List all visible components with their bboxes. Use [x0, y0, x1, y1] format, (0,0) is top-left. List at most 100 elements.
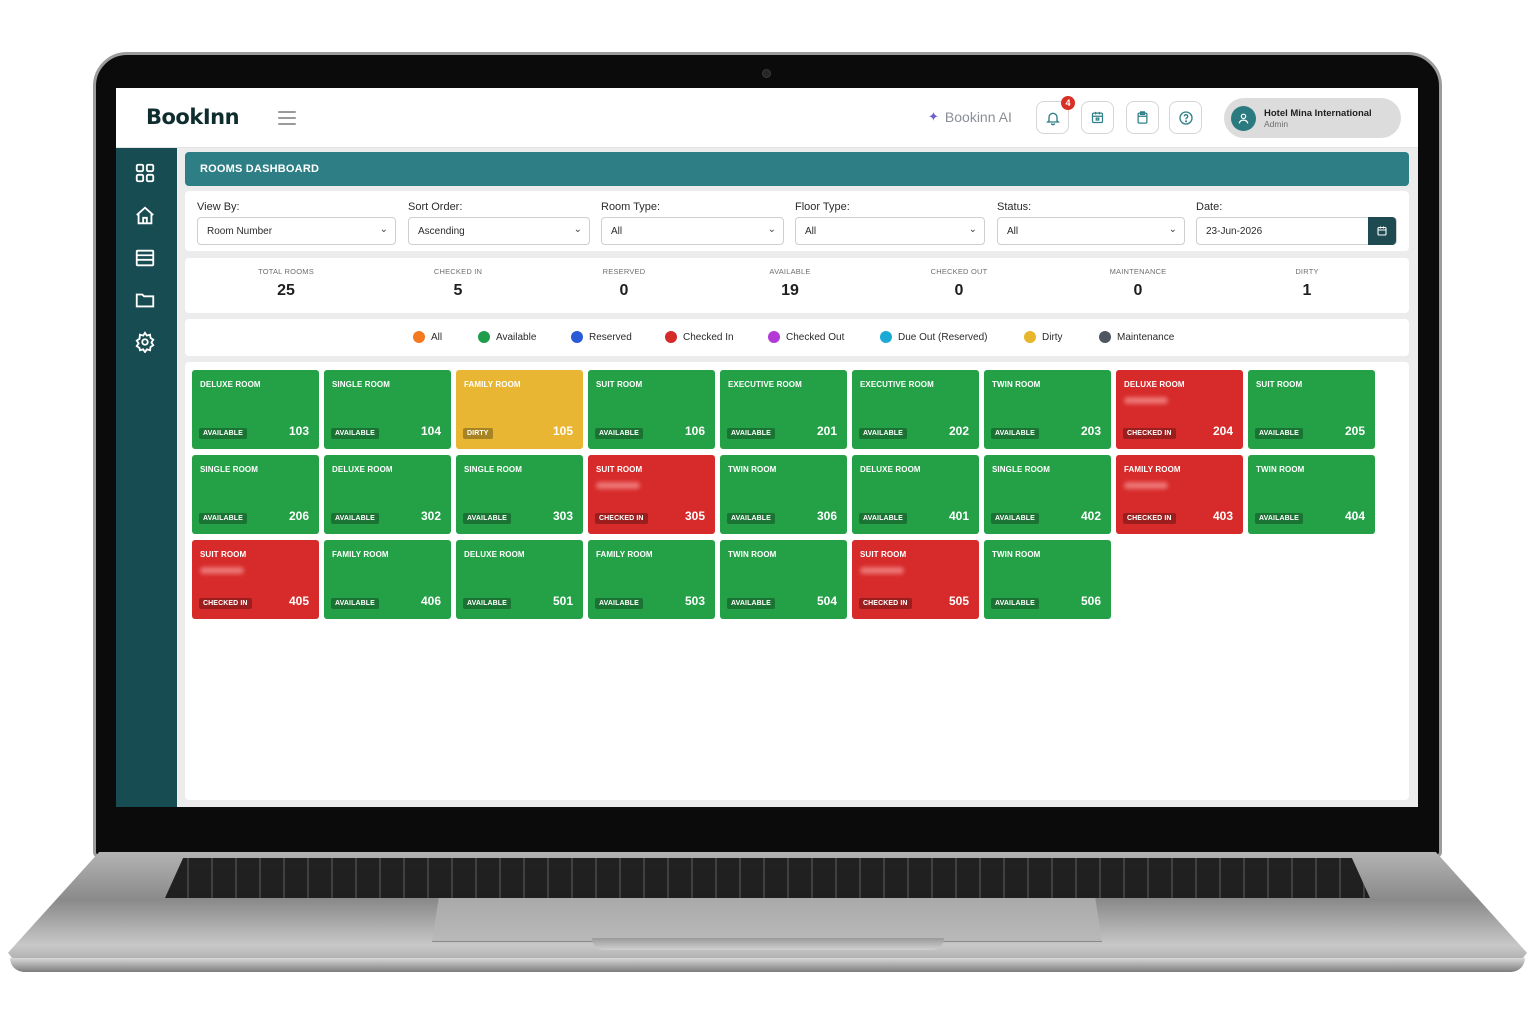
calendar-button[interactable]: [1081, 101, 1114, 134]
room-number: 501: [552, 594, 573, 608]
room-type: SUIT ROOM: [200, 550, 247, 559]
room-type: TWIN ROOM: [728, 550, 777, 559]
sort-order-value: Ascending: [418, 226, 465, 237]
room-tile[interactable]: SUIT ROOM CHECKED IN 505: [852, 540, 979, 619]
stat-reserved: RESERVED 0: [564, 267, 684, 300]
room-status-badge: AVAILABLE: [727, 428, 775, 439]
stat-checked-in: CHECKED IN 5: [398, 267, 518, 300]
bed-list-icon[interactable]: [134, 247, 156, 269]
room-tile[interactable]: TWIN ROOM AVAILABLE 203: [984, 370, 1111, 449]
room-type: SUIT ROOM: [1256, 380, 1303, 389]
legend-all[interactable]: All: [413, 331, 442, 343]
stat-available: AVAILABLE 19: [730, 267, 850, 300]
stat-maintenance: MAINTENANCE 0: [1078, 267, 1198, 300]
room-status-badge: AVAILABLE: [595, 428, 643, 439]
room-tile[interactable]: SINGLE ROOM AVAILABLE 206: [192, 455, 319, 534]
room-tile[interactable]: SUIT ROOM CHECKED IN 405: [192, 540, 319, 619]
date-input[interactable]: 23-Jun-2026: [1196, 217, 1397, 245]
legend-maintenance[interactable]: Maintenance: [1099, 331, 1174, 343]
room-status-badge: DIRTY: [463, 428, 493, 439]
room-status-badge: AVAILABLE: [199, 428, 247, 439]
legend-checked-in[interactable]: Checked In: [665, 331, 734, 343]
room-type-filter: Room Type: All ⌄: [601, 201, 784, 245]
room-type: TWIN ROOM: [1256, 465, 1305, 474]
legend-dirty[interactable]: Dirty: [1024, 331, 1063, 343]
calendar-icon: [1377, 226, 1387, 236]
legend-dot: [768, 331, 780, 343]
room-number: 402: [1080, 509, 1101, 523]
room-tile[interactable]: SINGLE ROOM AVAILABLE 104: [324, 370, 451, 449]
room-tile[interactable]: SINGLE ROOM AVAILABLE 402: [984, 455, 1111, 534]
room-tile[interactable]: EXECUTIVE ROOM AVAILABLE 201: [720, 370, 847, 449]
legend-due-out[interactable]: Due Out (Reserved): [880, 331, 987, 343]
room-tile[interactable]: FAMILY ROOM AVAILABLE 406: [324, 540, 451, 619]
floor-type-label: Floor Type:: [795, 201, 850, 213]
legend-label: Checked Out: [786, 331, 845, 343]
room-type: DELUXE ROOM: [332, 465, 393, 474]
stat-value: 19: [781, 282, 799, 299]
clipboard-icon: [1137, 111, 1148, 124]
room-tile[interactable]: DELUXE ROOM CHECKED IN 204: [1116, 370, 1243, 449]
room-number: 202: [948, 424, 969, 438]
view-by-select[interactable]: Room Number ⌄: [197, 217, 396, 245]
menu-toggle-icon[interactable]: [278, 111, 296, 125]
sort-order-select[interactable]: Ascending ⌄: [408, 217, 590, 245]
folder-icon[interactable]: [134, 289, 156, 311]
grid-icon[interactable]: [134, 162, 156, 184]
help-button[interactable]: [1169, 101, 1202, 134]
room-type: DELUXE ROOM: [1124, 380, 1185, 389]
room-number: 401: [948, 509, 969, 523]
floor-type-select[interactable]: All ⌄: [795, 217, 985, 245]
room-type: SINGLE ROOM: [464, 465, 522, 474]
room-tile[interactable]: TWIN ROOM AVAILABLE 306: [720, 455, 847, 534]
room-status-badge: AVAILABLE: [727, 598, 775, 609]
room-type: SINGLE ROOM: [992, 465, 1050, 474]
room-tile[interactable]: SINGLE ROOM AVAILABLE 303: [456, 455, 583, 534]
room-type: DELUXE ROOM: [200, 380, 261, 389]
stat-value: 0: [619, 282, 629, 299]
legend-label: Checked In: [683, 331, 734, 343]
notifications-button[interactable]: 4: [1036, 96, 1075, 134]
legend-reserved[interactable]: Reserved: [571, 331, 632, 343]
room-tile[interactable]: DELUXE ROOM AVAILABLE 501: [456, 540, 583, 619]
legend-checked-out[interactable]: Checked Out: [768, 331, 844, 343]
date-picker-button[interactable]: [1368, 217, 1396, 245]
room-tile[interactable]: SUIT ROOM CHECKED IN 305: [588, 455, 715, 534]
room-tile[interactable]: DELUXE ROOM AVAILABLE 103: [192, 370, 319, 449]
room-tile[interactable]: SUIT ROOM AVAILABLE 106: [588, 370, 715, 449]
stat-label: CHECKED OUT: [930, 267, 988, 276]
legend-dot: [880, 331, 892, 343]
room-tile[interactable]: DELUXE ROOM AVAILABLE 302: [324, 455, 451, 534]
stat-value: 1: [1302, 282, 1312, 299]
user-menu[interactable]: Hotel Mina International Admin: [1224, 98, 1401, 138]
legend-available[interactable]: Available: [478, 331, 536, 343]
room-tile[interactable]: FAMILY ROOM AVAILABLE 503: [588, 540, 715, 619]
room-tile[interactable]: TWIN ROOM AVAILABLE 504: [720, 540, 847, 619]
room-tile[interactable]: TWIN ROOM AVAILABLE 506: [984, 540, 1111, 619]
bookinn-ai-button[interactable]: ✦ Bookinn AI: [928, 109, 1012, 125]
room-number: 205: [1344, 424, 1365, 438]
room-type-select[interactable]: All ⌄: [601, 217, 784, 245]
room-tile[interactable]: SUIT ROOM AVAILABLE 205: [1248, 370, 1375, 449]
home-icon[interactable]: [134, 205, 156, 227]
gear-icon[interactable]: [134, 331, 156, 353]
stat-label: AVAILABLE: [769, 267, 811, 276]
stat-dirty: DIRTY 1: [1247, 267, 1367, 300]
room-type: SUIT ROOM: [596, 380, 643, 389]
legend-label: Due Out (Reserved): [898, 331, 988, 343]
stat-value: 25: [277, 282, 295, 299]
app-logo[interactable]: BookInn: [146, 105, 240, 129]
room-status-badge: AVAILABLE: [463, 513, 511, 524]
room-tile[interactable]: EXECUTIVE ROOM AVAILABLE 202: [852, 370, 979, 449]
room-number: 403: [1212, 509, 1233, 523]
status-select[interactable]: All ⌄: [997, 217, 1185, 245]
chevron-down-icon: ⌄: [379, 224, 388, 235]
room-tile[interactable]: FAMILY ROOM CHECKED IN 403: [1116, 455, 1243, 534]
room-tile[interactable]: DELUXE ROOM AVAILABLE 401: [852, 455, 979, 534]
room-tile[interactable]: FAMILY ROOM DIRTY 105: [456, 370, 583, 449]
chevron-down-icon: ⌄: [968, 224, 977, 235]
room-type: DELUXE ROOM: [860, 465, 921, 474]
room-status-badge: CHECKED IN: [199, 598, 252, 609]
clipboard-button[interactable]: [1126, 101, 1159, 134]
room-tile[interactable]: TWIN ROOM AVAILABLE 404: [1248, 455, 1375, 534]
